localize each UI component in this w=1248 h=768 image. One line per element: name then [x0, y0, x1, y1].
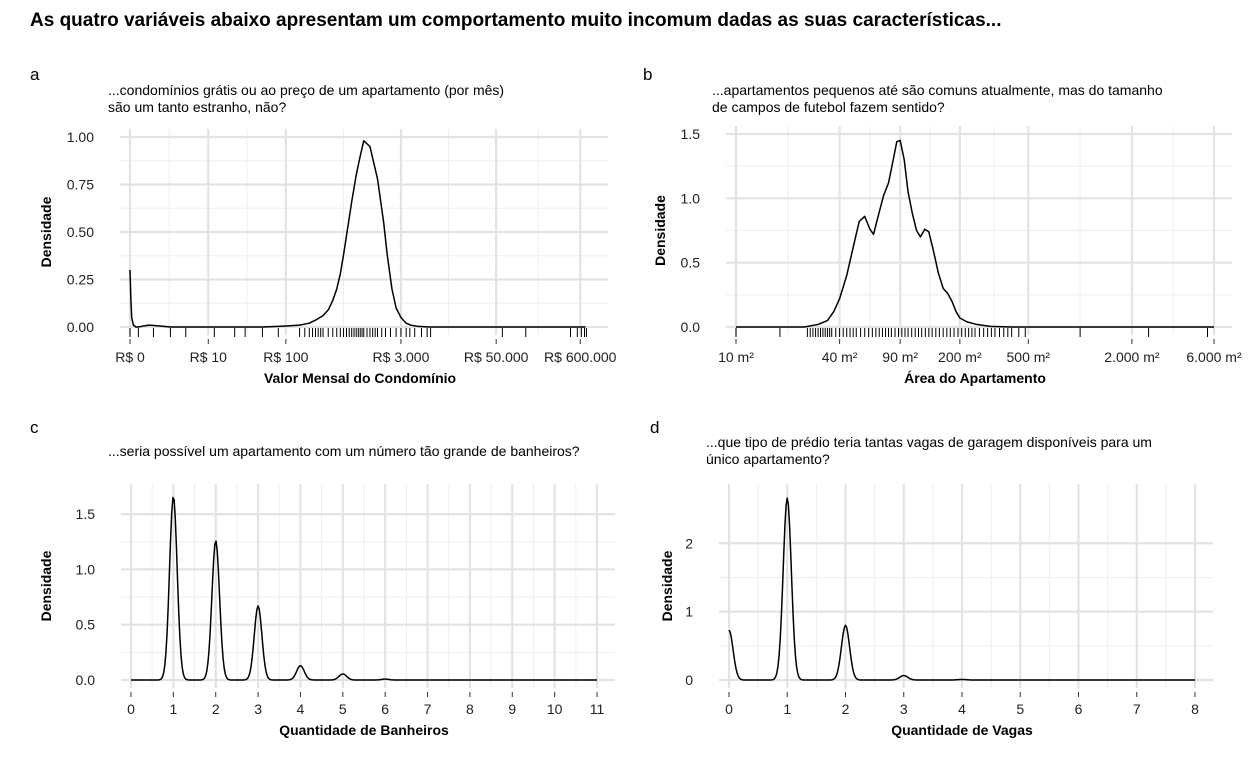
chart-panel-a: R$ 0 R$ 10 R$ 100 R$ 3.000 R$ 50.000 R$ 600.0… [30, 65, 617, 386]
y-tick-label: 0.5 [76, 617, 96, 633]
x-tick-label: 1 [169, 701, 177, 717]
y-tick-label: 1 [685, 604, 693, 620]
panel-tag: a [30, 65, 40, 84]
x-tick-label: R$ 600.000 [544, 349, 617, 365]
y-tick-label: 0 [685, 672, 693, 688]
panel-subtitle: único apartamento? [706, 451, 830, 467]
x-tick-label: 0 [127, 701, 135, 717]
x-tick-label: 1 [783, 701, 791, 717]
density-curve [131, 496, 597, 681]
x-tick-label: 90 m² [882, 349, 918, 365]
x-tick-label: 7 [424, 701, 432, 717]
y-axis-title: Densidade [38, 550, 54, 621]
y-axis-title: Densidade [652, 195, 668, 266]
panel-subtitle: ...que tipo de prédio teria tantas vagas… [706, 434, 1152, 450]
x-tick-label: 2 [212, 701, 220, 717]
density-curve [728, 497, 1195, 681]
x-tick-label: 11 [590, 701, 605, 717]
chart-panel-d: 0 1 2 3 4 5 6 7 8 0 1 2 d ...que tipo de prédio teria… [650, 418, 1213, 738]
x-tick-label: 7 [1133, 701, 1141, 717]
y-tick-label: 1.5 [76, 506, 96, 522]
panel-subtitle: ...condomínios grátis ou ao preço de um … [108, 82, 504, 98]
x-axis-title: Quantidade de Vagas [891, 722, 1033, 738]
x-axis-title: Quantidade de Banheiros [279, 722, 449, 738]
page-title: As quatro variáveis abaixo apresentam um… [30, 10, 1002, 31]
y-tick-label: 0.00 [67, 319, 94, 335]
x-tick-label: 40 m² [822, 349, 858, 365]
y-tick-label: 2 [685, 535, 693, 551]
x-tick-label: 6.000 m² [1186, 349, 1242, 365]
panel-tag: d [650, 418, 659, 437]
x-tick-label: 6 [1075, 701, 1083, 717]
chart-panel-b: 10 m² 40 m² 90 m² 200 m² 500 m² 2.000 m² 6.000… [643, 65, 1242, 386]
y-tick-label: 1.0 [681, 190, 701, 206]
x-tick-label: 0 [725, 701, 733, 717]
y-tick-label: 0.50 [67, 224, 94, 240]
x-tick-label: R$ 100 [263, 349, 308, 365]
x-tick-label: 2.000 m² [1104, 349, 1160, 365]
x-tick-label: R$ 50.000 [464, 349, 529, 365]
x-tick-label: R$ 0 [115, 349, 145, 365]
x-tick-label: 3 [254, 701, 262, 717]
x-tick-label: R$ 10 [190, 349, 228, 365]
x-tick-label: 4 [958, 701, 966, 717]
x-tick-label: 8 [466, 701, 474, 717]
y-tick-label: 0.0 [681, 319, 701, 335]
panel-subtitle: de campos de futebol fazem sentido? [712, 99, 945, 115]
panel-tag: b [643, 65, 652, 84]
x-axis-title: Área do Apartamento [904, 370, 1046, 386]
y-tick-label: 0.25 [67, 272, 94, 288]
x-tick-label: 10 [547, 701, 563, 717]
x-tick-label: 3 [900, 701, 908, 717]
x-tick-label: 500 m² [1007, 349, 1051, 365]
panel-subtitle: são um tanto estranho, não? [108, 99, 286, 115]
x-tick-label: 10 m² [718, 349, 754, 365]
y-tick-label: 0.0 [76, 672, 96, 688]
chart-panel-c: 0 1 2 3 4 5 6 7 8 9 10 11 0.0 0.5 1.0 1.5 c ...seria poss… [30, 418, 615, 738]
y-tick-label: 1.5 [681, 126, 701, 142]
x-tick-label: 5 [339, 701, 347, 717]
x-tick-label: 2 [842, 701, 850, 717]
x-tick-label: R$ 3.000 [373, 349, 430, 365]
y-tick-label: 1.00 [67, 129, 94, 145]
panel-subtitle: ...apartamentos pequenos até são comuns … [712, 82, 1163, 98]
y-tick-label: 0.5 [681, 255, 701, 271]
density-curve [129, 140, 586, 328]
x-tick-label: 8 [1191, 701, 1199, 717]
x-axis-title: Valor Mensal do Condomínio [264, 370, 456, 386]
x-tick-label: 5 [1016, 701, 1024, 717]
y-tick-label: 1.0 [76, 561, 96, 577]
x-tick-label: 9 [508, 701, 516, 717]
density-curve [736, 139, 1214, 328]
panel-subtitle: ...seria possível um apartamento com um … [108, 443, 580, 459]
y-axis-title: Densidade [659, 550, 675, 621]
panel-tag: c [30, 418, 39, 437]
y-axis-title: Densidade [38, 196, 54, 267]
x-tick-label: 6 [381, 701, 389, 717]
x-tick-label: 200 m² [938, 349, 982, 365]
y-tick-label: 0.75 [67, 177, 94, 193]
x-tick-label: 4 [297, 701, 305, 717]
